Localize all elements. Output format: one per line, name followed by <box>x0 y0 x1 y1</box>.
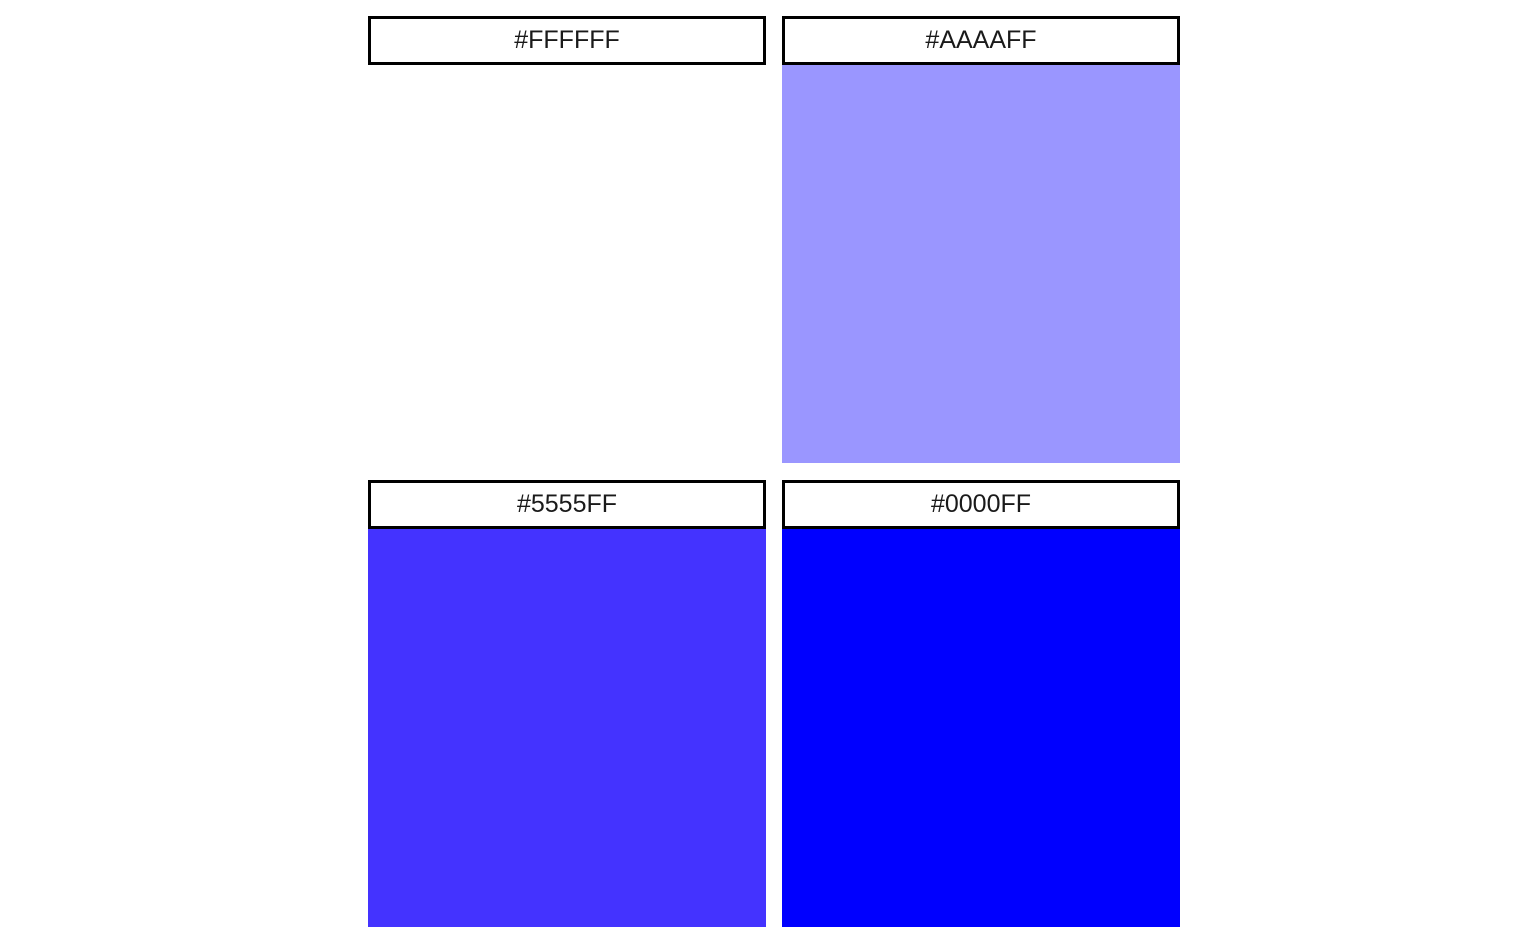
swatch-panel: #5555FF <box>368 480 766 927</box>
color-swatch <box>782 65 1180 463</box>
color-swatch-grid: #FFFFFF #AAAAFF #5555FF #0000FF <box>368 16 1180 927</box>
swatch-label: #5555FF <box>368 480 766 529</box>
swatch-panel: #0000FF <box>782 480 1180 927</box>
swatch-label: #FFFFFF <box>368 16 766 65</box>
color-swatch <box>782 529 1180 927</box>
swatch-label: #0000FF <box>782 480 1180 529</box>
swatch-panel: #FFFFFF <box>368 16 766 463</box>
color-swatch <box>368 65 766 463</box>
color-swatch <box>368 529 766 927</box>
swatch-panel: #AAAAFF <box>782 16 1180 463</box>
swatch-label: #AAAAFF <box>782 16 1180 65</box>
